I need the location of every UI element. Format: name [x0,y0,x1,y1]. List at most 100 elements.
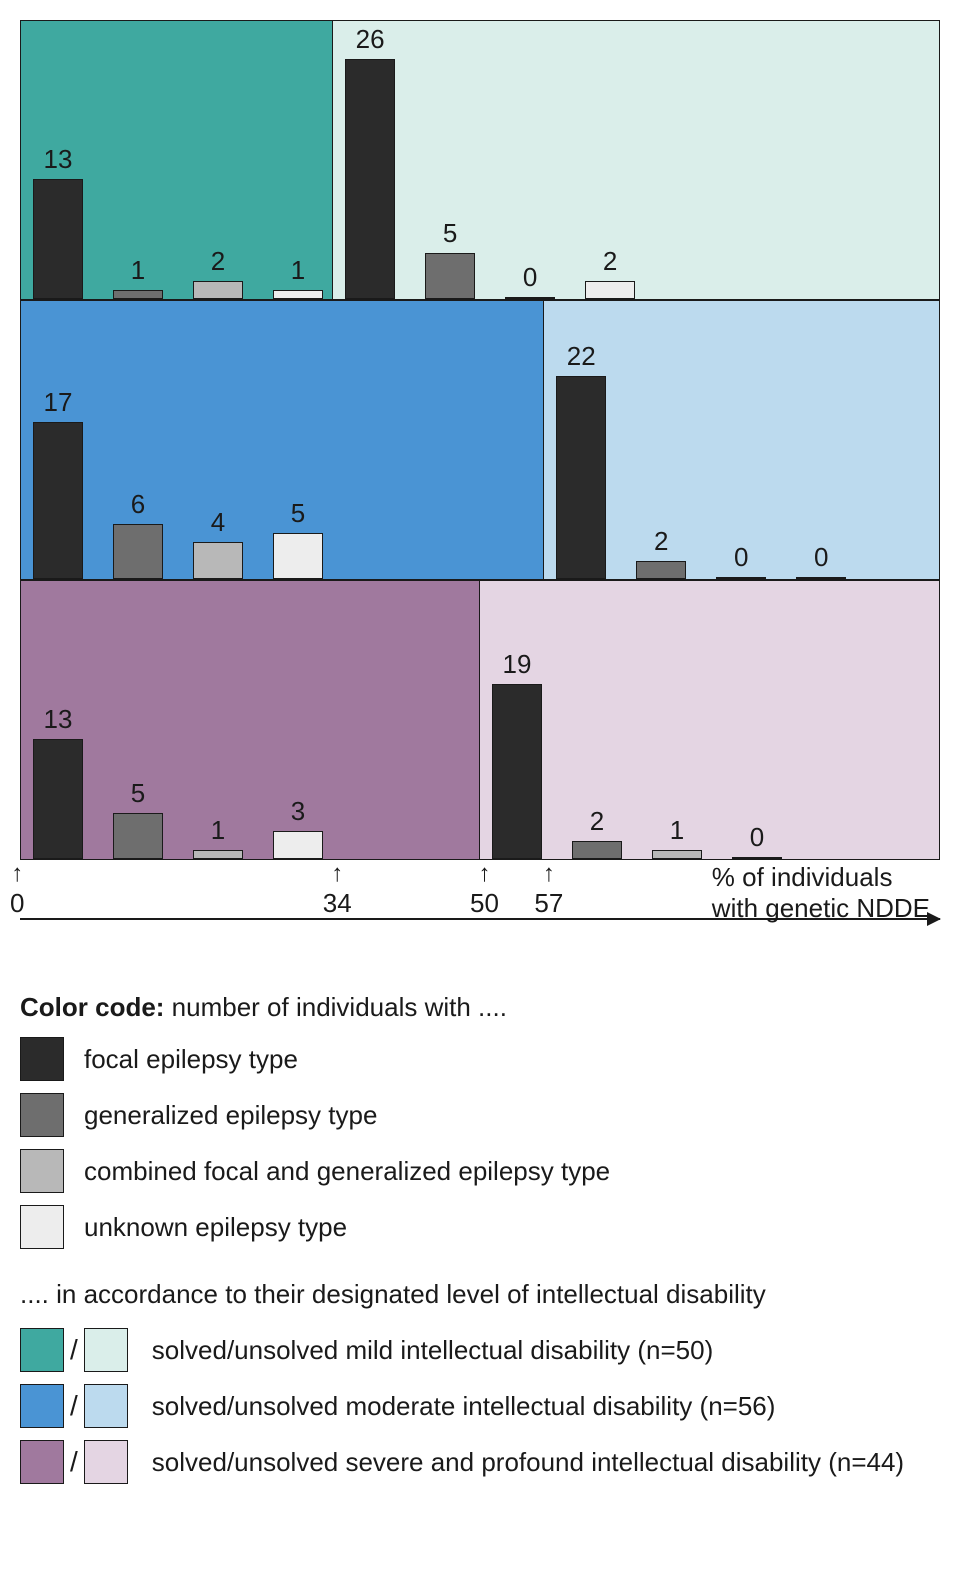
x-axis: ↑0↑34↑50↑57 % of individuals with geneti… [20,862,940,952]
bar [273,831,323,859]
bar [716,577,766,579]
bar-moderate-solved-focal: 17 [33,301,83,579]
legend-label: combined focal and generalized epilepsy … [84,1156,610,1187]
legend-item-unknown: unknown epilepsy type [20,1205,940,1249]
legend-item-focal: focal epilepsy type [20,1037,940,1081]
bar-severe-solved-unknown: 3 [273,581,323,859]
legend-label: solved/unsolved mild intellectual disabi… [152,1335,713,1366]
bar-value-label: 0 [734,542,748,573]
bar-moderate-unsolved-combined: 0 [716,301,766,579]
bar-value-label: 5 [443,218,457,249]
bar-mild-unsolved-combined: 0 [505,21,555,299]
legend-panel-severe_solved: / solved/unsolved severe and profound int… [20,1440,940,1484]
panel-mild-solved: 13 1 2 1 [21,21,333,299]
bar-severe-solved-combined: 1 [193,581,243,859]
bar-moderate-unsolved-focal: 22 [556,301,606,579]
row-mild: 13 1 2 1 26 5 0 2 [20,20,940,300]
bar-severe-solved-generalized: 5 [113,581,163,859]
bar-moderate-unsolved-generalized: 2 [636,301,686,579]
bar [113,290,163,299]
legend-label: solved/unsolved severe and profound inte… [152,1447,904,1478]
swatch [20,1093,64,1137]
bar-value-label: 19 [503,649,532,680]
swatch-solved [20,1384,64,1428]
bar-mild-solved-focal: 13 [33,21,83,299]
axis-title-line2: with genetic NDDE [712,893,930,923]
legend-title-rest: number of individuals with .... [164,992,507,1022]
up-arrow-icon: ↑ [543,862,555,886]
panel-severe-unsolved: 19210 [480,581,939,859]
swatch-solved [20,1440,64,1484]
legend-label: unknown epilepsy type [84,1212,347,1243]
tick-label: 50 [470,888,499,919]
slash-icon: / [70,1390,78,1422]
bar-value-label: 5 [131,778,145,809]
bar-mild-solved-combined: 2 [193,21,243,299]
tick-label: 0 [10,888,24,919]
bar [796,577,846,579]
panel-severe-solved: 13513 [21,581,480,859]
up-arrow-icon: ↑ [478,862,490,886]
bar-mild-unsolved-generalized: 5 [425,21,475,299]
tick-label: 34 [323,888,352,919]
bar-mild-unsolved-unknown: 2 [585,21,635,299]
panel-mild-unsolved: 26 5 0 2 [333,21,939,299]
bar-value-label: 1 [211,815,225,846]
bar [33,422,83,579]
axis-title: % of individuals with genetic NDDE [712,862,930,924]
legend-label: focal epilepsy type [84,1044,298,1075]
bar [273,290,323,299]
swatch-pair: / [20,1384,128,1428]
bar-value-label: 2 [211,246,225,277]
bar-mild-unsolved-focal: 26 [345,21,395,299]
panel-moderate-solved: 17645 [21,301,544,579]
swatch [20,1037,64,1081]
slash-icon: / [70,1334,78,1366]
up-arrow-icon: ↑ [11,862,23,886]
legend-title: Color code: number of individuals with .… [20,992,940,1023]
bar-mild-solved-unknown: 1 [273,21,323,299]
legend-label: solved/unsolved moderate intellectual di… [152,1391,776,1422]
bar [585,281,635,299]
bar [636,561,686,579]
tick-0: ↑0 [10,862,24,919]
bar-value-label: 0 [750,822,764,853]
slash-icon: / [70,1446,78,1478]
bar-value-label: 17 [44,387,73,418]
bar [505,297,555,299]
bar [345,59,395,299]
legend-panel-moderate_solved: / solved/unsolved moderate intellectual d… [20,1384,940,1428]
tick-34: ↑34 [323,862,352,919]
bar-value-label: 0 [814,542,828,573]
bar [33,739,83,859]
bar-value-label: 1 [131,255,145,286]
bar-moderate-solved-generalized: 6 [113,301,163,579]
bar-value-label: 26 [356,24,385,55]
legend-item-generalized: generalized epilepsy type [20,1093,940,1137]
bar [193,850,243,859]
bar-value-label: 13 [44,704,73,735]
bar-mild-solved-generalized: 1 [113,21,163,299]
bar [273,533,323,579]
bar-moderate-unsolved-unknown: 0 [796,301,846,579]
bar [193,542,243,579]
bar [652,850,702,859]
bar-moderate-solved-unknown: 5 [273,301,323,579]
bar-value-label: 2 [603,246,617,277]
bar [425,253,475,299]
swatch [20,1205,64,1249]
swatch-unsolved [84,1328,128,1372]
bar-severe-unsolved-combined: 1 [652,581,702,859]
legend-subtitle: .... in accordance to their designated l… [20,1279,940,1310]
tick-50: ↑50 [470,862,499,919]
bar-severe-solved-focal: 13 [33,581,83,859]
panel-moderate-unsolved: 222 0 0 [544,301,939,579]
legend-panel-mild_solved: / solved/unsolved mild intellectual disab… [20,1328,940,1372]
bar-value-label: 13 [44,144,73,175]
bar [193,281,243,299]
bar [113,524,163,579]
bar-value-label: 1 [291,255,305,286]
swatch-unsolved [84,1440,128,1484]
row-severe: 1351319210 [20,580,940,860]
bar-severe-unsolved-focal: 19 [492,581,542,859]
